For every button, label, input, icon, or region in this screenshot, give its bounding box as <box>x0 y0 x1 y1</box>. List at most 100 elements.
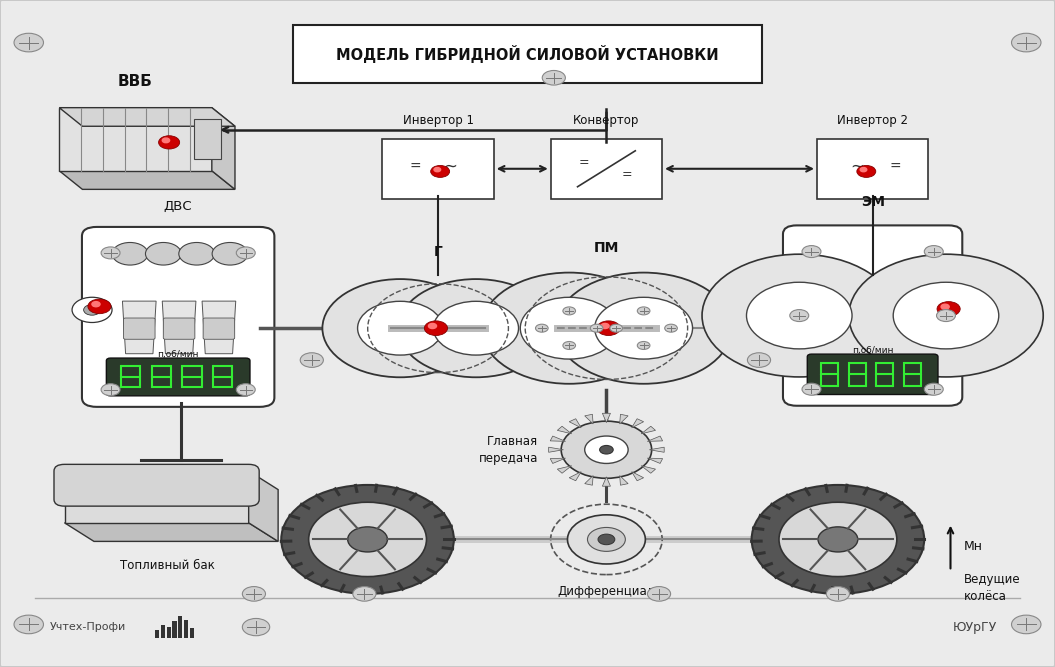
Circle shape <box>702 254 897 377</box>
Bar <box>172 621 176 638</box>
Circle shape <box>146 243 181 265</box>
Polygon shape <box>619 414 628 424</box>
Bar <box>160 625 165 638</box>
Text: ~: ~ <box>443 158 458 176</box>
Circle shape <box>857 165 876 177</box>
Bar <box>178 616 183 638</box>
Circle shape <box>358 301 443 355</box>
Circle shape <box>849 254 1043 377</box>
Polygon shape <box>64 523 279 542</box>
Circle shape <box>601 323 609 329</box>
Circle shape <box>1012 615 1041 634</box>
FancyBboxPatch shape <box>293 25 762 83</box>
Text: п,об/мин: п,об/мин <box>851 346 894 355</box>
FancyBboxPatch shape <box>164 318 195 340</box>
Circle shape <box>434 301 519 355</box>
Circle shape <box>937 309 956 321</box>
Circle shape <box>398 279 554 378</box>
Circle shape <box>323 279 478 378</box>
Polygon shape <box>122 301 156 354</box>
Bar <box>155 630 159 638</box>
Polygon shape <box>549 447 563 452</box>
Circle shape <box>568 515 646 564</box>
Circle shape <box>536 324 549 332</box>
Polygon shape <box>59 107 235 126</box>
Circle shape <box>14 615 43 634</box>
Polygon shape <box>64 471 249 523</box>
Circle shape <box>802 384 821 395</box>
Polygon shape <box>59 171 235 189</box>
Polygon shape <box>570 419 581 428</box>
Circle shape <box>352 586 376 601</box>
Circle shape <box>92 301 100 307</box>
Circle shape <box>637 342 650 350</box>
Circle shape <box>14 33 43 52</box>
Text: п,об/мин: п,об/мин <box>157 350 199 359</box>
Polygon shape <box>557 426 572 434</box>
Circle shape <box>243 618 270 636</box>
Polygon shape <box>557 466 572 474</box>
Circle shape <box>556 273 732 384</box>
Polygon shape <box>632 472 644 481</box>
Circle shape <box>599 446 613 454</box>
Circle shape <box>301 353 324 368</box>
FancyBboxPatch shape <box>54 464 260 506</box>
Circle shape <box>747 282 852 349</box>
Circle shape <box>648 586 671 601</box>
Circle shape <box>158 135 179 149</box>
Polygon shape <box>212 107 235 189</box>
Polygon shape <box>59 107 212 171</box>
Text: Инвертор 1: Инвертор 1 <box>403 114 474 127</box>
Circle shape <box>595 297 692 359</box>
Circle shape <box>101 247 120 259</box>
Circle shape <box>424 321 447 336</box>
Text: Г: Г <box>434 245 442 259</box>
Polygon shape <box>602 414 611 423</box>
Circle shape <box>924 384 943 395</box>
Circle shape <box>802 245 821 257</box>
Text: Учтех-Профи: Учтех-Профи <box>50 622 126 632</box>
Text: Ведущие
колёса: Ведущие колёса <box>964 573 1021 602</box>
FancyBboxPatch shape <box>194 119 222 159</box>
FancyBboxPatch shape <box>82 227 274 407</box>
Circle shape <box>937 301 960 316</box>
Circle shape <box>88 299 111 313</box>
Text: ДВС: ДВС <box>164 199 192 213</box>
FancyBboxPatch shape <box>107 358 250 396</box>
Polygon shape <box>641 466 655 474</box>
Circle shape <box>83 305 100 315</box>
Polygon shape <box>551 458 565 464</box>
Bar <box>184 620 188 638</box>
Polygon shape <box>650 447 665 452</box>
FancyBboxPatch shape <box>817 139 928 199</box>
Polygon shape <box>570 472 581 481</box>
Circle shape <box>309 502 426 576</box>
Text: Топливный бак: Топливный бак <box>119 560 214 572</box>
Circle shape <box>591 324 602 332</box>
Circle shape <box>563 342 576 350</box>
Polygon shape <box>203 301 235 354</box>
Circle shape <box>818 527 858 552</box>
FancyBboxPatch shape <box>123 318 155 340</box>
Circle shape <box>430 165 449 177</box>
Text: Главная
передача: Главная передача <box>479 435 538 465</box>
Circle shape <box>162 138 170 143</box>
Circle shape <box>481 273 657 384</box>
Circle shape <box>637 307 650 315</box>
Text: Дифференциал: Дифференциал <box>558 584 655 598</box>
Circle shape <box>243 586 266 601</box>
Circle shape <box>941 304 950 309</box>
Polygon shape <box>584 476 593 485</box>
Text: ЭМ: ЭМ <box>861 195 885 209</box>
Text: =: = <box>621 168 632 181</box>
Text: =: = <box>578 156 589 169</box>
Circle shape <box>860 167 867 171</box>
Circle shape <box>236 247 255 259</box>
Circle shape <box>826 586 849 601</box>
Circle shape <box>112 243 148 265</box>
Circle shape <box>751 485 924 594</box>
Polygon shape <box>648 436 663 442</box>
Circle shape <box>520 297 618 359</box>
Text: =: = <box>889 160 901 174</box>
Polygon shape <box>602 477 611 486</box>
